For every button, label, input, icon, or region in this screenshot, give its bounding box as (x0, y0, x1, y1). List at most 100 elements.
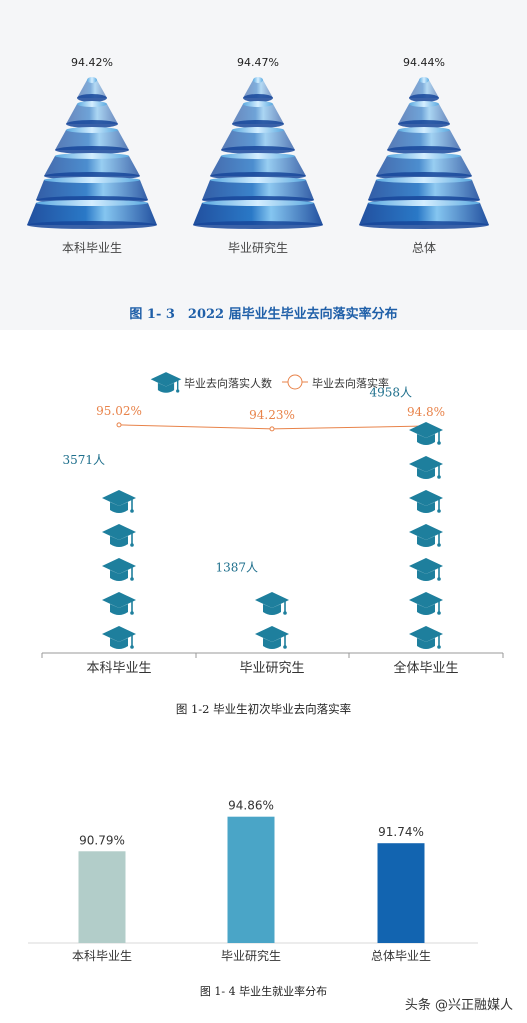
rate-value-label: 94.23% (249, 408, 295, 422)
count-value-label: 3571人 (62, 453, 105, 467)
pyramid-layer-top (77, 101, 107, 107)
figure-1-4: 90.79% 本科毕业生 94.86% 毕业研究生 91.74% 总体毕业生 图 1- 4… (0, 730, 527, 1023)
graduation-cap-icon (409, 524, 443, 547)
pyramid-layer-base (221, 146, 295, 154)
pyramid-layer (409, 80, 439, 98)
legend-cap-icon (150, 372, 182, 393)
pyramid-layer-top (419, 77, 429, 83)
legend-rate-marker (287, 374, 303, 390)
category-label: 毕业研究生 (221, 948, 281, 963)
pyramid-layer (55, 130, 129, 150)
pyramid-layer-top (368, 200, 480, 206)
pyramid-layer (376, 156, 472, 176)
legend-count-label: 毕业去向落实人数 (184, 376, 272, 390)
graduation-cap-icon (102, 626, 136, 649)
pyramid-layer-top (376, 177, 472, 183)
pyramid-layer-base (66, 120, 118, 128)
pyramid-layer (193, 203, 323, 225)
pyramid-2 (193, 77, 323, 229)
pyramid-layer-top (87, 77, 97, 83)
pyramid-layer (221, 130, 295, 150)
pyramid-3 (359, 77, 489, 229)
graduation-cap-icon (409, 592, 443, 615)
rate-value-label: 95.02% (96, 404, 142, 418)
figure-1-2: 毕业去向落实人数 毕业去向落实率 95.02% 94.23% 94.8% 3571人 138… (0, 330, 527, 730)
graduation-cap-icon (409, 490, 443, 513)
pyramid-category-label: 毕业研究生 (228, 240, 288, 255)
count-icons-3 (409, 422, 443, 649)
pyramid-layer (232, 104, 284, 124)
pyramid-value-label: 94.44% (403, 56, 445, 69)
partial-icon (102, 456, 136, 479)
category-label: 毕业研究生 (239, 661, 304, 676)
figure-1-3: 94.42% 本科毕业生 94.47% 毕业研究生 94.44% 总体 图 1- 3 20… (0, 0, 527, 330)
graduation-cap-icon (102, 592, 136, 615)
pyramid-layer-top (55, 153, 129, 159)
category-label: 总体毕业生 (371, 949, 431, 963)
graduation-cap-icon (409, 558, 443, 581)
figure-1-2-caption: 图 1-2 毕业生初次毕业去向落实率 (175, 702, 352, 716)
pyramid-value-label: 94.42% (71, 56, 113, 69)
graduation-cap-icon (409, 422, 443, 445)
pyramid-layer-top (398, 127, 450, 133)
graduation-cap-icon (409, 456, 443, 479)
pyramid-layer-top (44, 177, 140, 183)
bar (227, 816, 275, 943)
pyramid-layer-base (232, 120, 284, 128)
pyramid-chart: 94.42% 本科毕业生 94.47% 毕业研究生 94.44% 总体 (27, 56, 489, 255)
pyramid-layer-base (398, 120, 450, 128)
bar (377, 843, 425, 943)
count-value-label: 1387人 (215, 561, 258, 575)
pyramid-layer-top (243, 101, 273, 107)
bar-value-label: 94.86% (228, 799, 274, 813)
pyramid-layer-top (387, 153, 461, 159)
pyramid-layer-top (232, 127, 284, 133)
pyramid-layer-top (210, 177, 306, 183)
pyramid-layer (36, 180, 148, 200)
pyramid-layer-base (387, 146, 461, 154)
category-label: 本科毕业生 (86, 661, 151, 676)
pyramid-value-label: 94.47% (237, 56, 279, 69)
pyramid-layer (27, 203, 157, 225)
category-label: 本科毕业生 (72, 949, 132, 963)
pyramid-layer (368, 180, 480, 200)
pyramid-layer-top (409, 101, 439, 107)
pyramid-layer-base (409, 94, 439, 102)
pyramid-layer-top (36, 200, 148, 206)
pyramid-layer (243, 80, 273, 98)
pyramid-layer-base (359, 221, 489, 229)
pyramid-layer (77, 80, 107, 98)
pyramid-layer-top (221, 153, 295, 159)
rate-value-label: 94.8% (407, 405, 445, 419)
pyramid-layer (387, 130, 461, 150)
pyramid-category-label: 总体 (412, 241, 436, 255)
graduation-cap-icon (255, 592, 289, 615)
graduation-cap-icon (102, 558, 136, 581)
pyramid-layer-base (55, 146, 129, 154)
pyramid-layer (210, 156, 306, 176)
pyramid-layer-base (193, 221, 323, 229)
pyramid-1 (27, 77, 157, 229)
graduation-cap-icon (102, 490, 136, 513)
category-label: 全体毕业生 (393, 660, 458, 676)
rate-point (116, 422, 122, 428)
bar-value-label: 90.79% (79, 833, 125, 847)
pictograph-chart: 毕业去向落实人数 毕业去向落实率 95.02% 94.23% 94.8% 3571人 138… (41, 372, 504, 676)
pyramid-layer (398, 104, 450, 124)
bar-value-label: 91.74% (378, 825, 424, 839)
pyramid-layer (202, 180, 314, 200)
pyramid-layer-top (253, 77, 263, 83)
figure-1-4-caption: 图 1- 4 毕业生就业率分布 (199, 985, 328, 998)
pyramid-category-label: 本科毕业生 (62, 241, 122, 255)
rate-point (269, 426, 275, 432)
pyramid-layer (66, 104, 118, 124)
pyramid-layer (359, 203, 489, 225)
legend-rate-label: 毕业去向落实率 (312, 376, 389, 390)
graduation-cap-icon (409, 626, 443, 649)
figure-1-3-caption: 图 1- 3 2022 届毕业生毕业去向落实率分布 (129, 307, 398, 322)
pyramid-layer-base (27, 221, 157, 229)
watermark: 头条 @兴正融媒人 (404, 998, 513, 1013)
partial-icon (255, 592, 289, 615)
pyramid-layer-top (66, 127, 118, 133)
count-icons-2 (255, 592, 289, 649)
